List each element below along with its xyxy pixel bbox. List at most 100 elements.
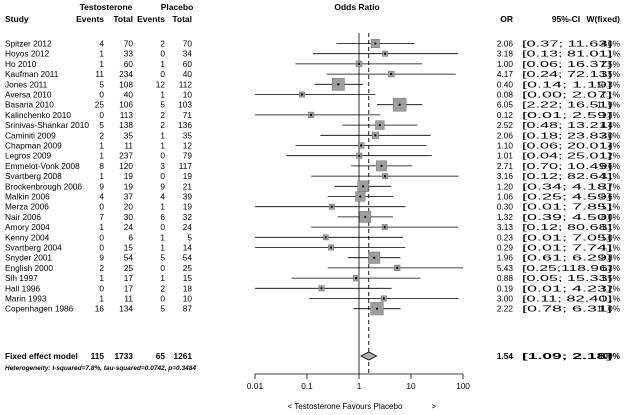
study-name: Kalinchenko 2010 <box>5 110 71 120</box>
pooled-odds-ratio: 1.54 <box>497 351 514 361</box>
header-or: OR <box>500 14 513 24</box>
total-placebo: 18 <box>183 283 193 293</box>
total-testosterone: 11 <box>124 294 133 304</box>
x-tick-label: 10 <box>406 381 416 391</box>
ci-value: [0.12; 82.64] <box>522 171 612 181</box>
events-placebo: 2 <box>160 110 165 120</box>
total-testosterone: 138 <box>119 120 133 130</box>
weight-value: 11.0% <box>597 304 621 314</box>
x-tick-label: 100 <box>456 381 470 391</box>
odds-ratio-value: 0.30 <box>497 202 514 212</box>
ci-value: [0.01; 7.74] <box>522 243 612 253</box>
total-placebo: 117 <box>179 161 193 171</box>
total-testosterone: 19 <box>124 181 134 191</box>
weight-value: 11.9% <box>597 100 621 110</box>
point-estimate-dot <box>300 93 304 96</box>
odds-ratio-value: 3.13 <box>497 222 514 232</box>
total-testosterone: 237 <box>119 151 133 161</box>
odds-ratio-value: 0.12 <box>497 110 514 120</box>
total-placebo: 10 <box>183 90 193 100</box>
events-placebo: 0 <box>160 222 165 232</box>
point-estimate-dot <box>373 256 376 259</box>
ci-value: [0.11; 82.40] <box>522 294 612 304</box>
pooled-total-testosterone: 1733 <box>115 351 134 361</box>
ci-value: [0.37; 11.63] <box>522 39 612 49</box>
events-testosterone: 1 <box>99 59 104 69</box>
point-estimate-dot <box>398 103 401 106</box>
header-placebo: Placebo <box>161 2 194 12</box>
pooled-events-testosterone: 115 <box>91 351 105 361</box>
events-placebo: 5 <box>160 253 165 263</box>
events-placebo: 1 <box>160 141 165 151</box>
total-placebo: 5 <box>187 232 192 242</box>
ci-value: [0.14; 1.19] <box>522 79 612 89</box>
point-estimate-dot <box>324 236 327 239</box>
events-testosterone: 4 <box>99 192 104 202</box>
events-placebo: 1 <box>160 202 165 212</box>
total-testosterone: 19 <box>124 171 134 181</box>
study-name: Merza 2006 <box>5 202 49 212</box>
weight-value: 1.5% <box>601 59 621 69</box>
events-testosterone: 7 <box>99 212 104 222</box>
header-total-testosterone: Total <box>113 14 133 24</box>
events-placebo: 2 <box>160 120 165 130</box>
events-placebo: 0 <box>160 294 165 304</box>
ci-value: [0.06; 20.01] <box>522 141 612 151</box>
pooled-weight: 100% <box>599 351 621 361</box>
study-name: Caminiti 2009 <box>5 130 56 140</box>
ci-value: [0.25;118.96] <box>522 263 612 273</box>
point-estimate-dot <box>359 195 362 198</box>
ci-value: [0.18; 23.83] <box>522 130 612 140</box>
odds-ratio-value: 2.22 <box>497 304 514 314</box>
ci-value: [0.24; 72.13] <box>522 69 612 79</box>
odds-ratio-value: 0.19 <box>497 283 514 293</box>
events-placebo: 1 <box>160 273 165 283</box>
study-name: English 2000 <box>5 263 53 273</box>
point-estimate-dot <box>383 226 386 229</box>
xlabel-left: < Testosterone Favours Placebo <box>288 402 403 411</box>
header-testosterone: Testosterone <box>80 2 133 12</box>
xlabel-right: > <box>432 402 437 411</box>
weight-value: 1.1% <box>601 49 621 59</box>
study-name: Spitzer 2012 <box>5 39 52 49</box>
study-name: Brockenbrough 2006 <box>5 181 82 191</box>
ci-value: [0.61; 6.29] <box>522 253 612 263</box>
point-estimate-dot <box>358 154 361 157</box>
events-placebo: 1 <box>160 59 165 69</box>
odds-ratio-value: 2.06 <box>497 130 514 140</box>
study-name: Chapman 2009 <box>5 141 62 151</box>
weight-value: 1.1% <box>601 90 621 100</box>
total-placebo: 15 <box>183 273 193 283</box>
events-testosterone: 1 <box>99 171 104 181</box>
odds-ratio-value: 4.17 <box>497 69 514 79</box>
study-name: Svartberg 2008 <box>5 171 62 181</box>
study-name: Aversa 2010 <box>5 90 52 100</box>
events-testosterone: 11 <box>95 69 104 79</box>
point-estimate-dot <box>310 113 313 116</box>
weight-value: 1.5% <box>601 69 621 79</box>
pooled-events-placebo: 65 <box>156 351 166 361</box>
weight-value: 10.3% <box>596 79 620 89</box>
total-placebo: 70 <box>183 39 193 49</box>
study-name: Amory 2004 <box>5 222 50 232</box>
events-placebo: 6 <box>160 212 165 222</box>
study-name: Copenhagen 1986 <box>5 304 74 314</box>
events-placebo: 12 <box>156 79 166 89</box>
ci-value: [0.05; 15.33] <box>522 273 612 283</box>
point-estimate-dot <box>374 134 377 137</box>
header-events-placebo: Events <box>137 14 165 24</box>
events-testosterone: 5 <box>99 79 104 89</box>
total-testosterone: 106 <box>119 100 133 110</box>
ci-value: [0.34; 4.18] <box>522 181 612 191</box>
study-name: Srinivas-Shankar 2010 <box>5 120 89 130</box>
study-name: Legros 2009 <box>5 151 52 161</box>
events-placebo: 2 <box>160 283 165 293</box>
point-estimate-dot <box>357 62 361 65</box>
weight-value: 1.4% <box>601 141 621 151</box>
odds-ratio-value: 2.71 <box>497 161 514 171</box>
events-testosterone: 1 <box>99 294 104 304</box>
weight-value: 1.0% <box>601 232 621 242</box>
events-testosterone: 2 <box>99 263 104 273</box>
total-testosterone: 25 <box>124 263 134 273</box>
total-placebo: 19 <box>183 202 193 212</box>
